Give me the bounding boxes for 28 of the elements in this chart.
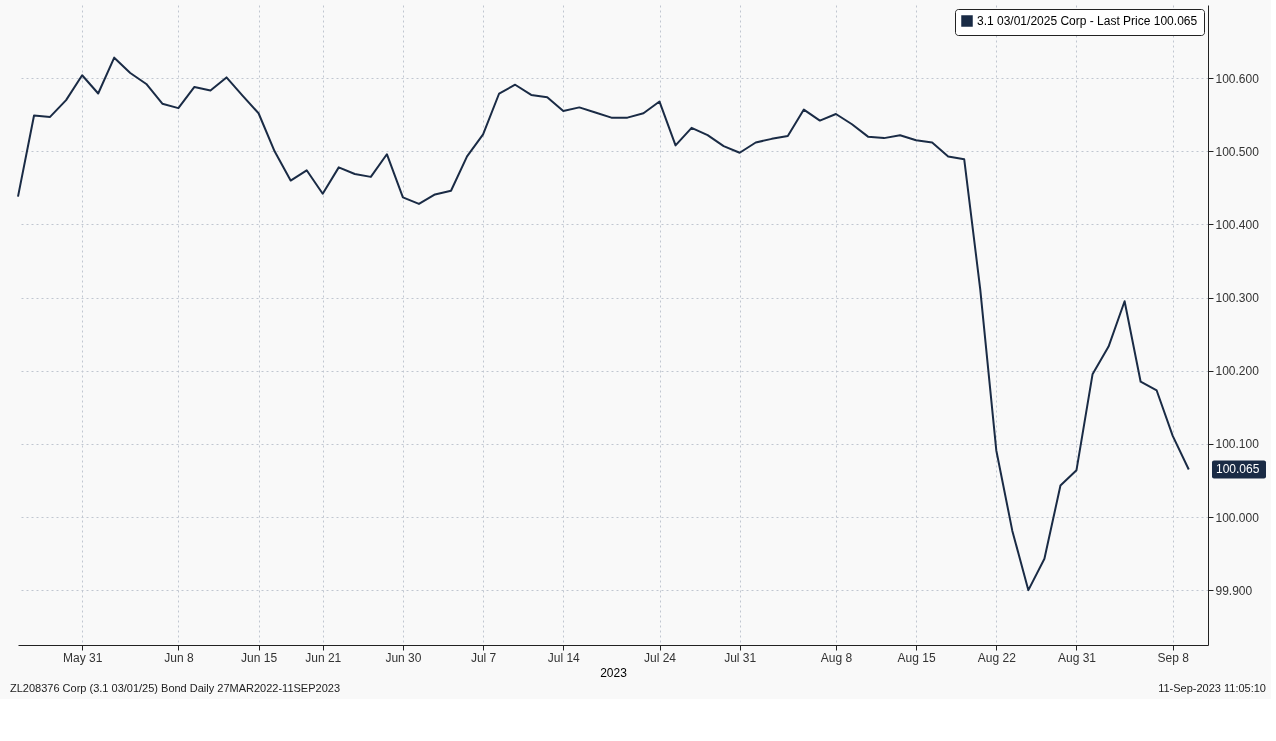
x-tick-label: Jun 21 bbox=[305, 650, 342, 665]
x-tick-label: Aug 22 bbox=[977, 650, 1017, 665]
y-tick-label: 100.300 bbox=[1215, 291, 1260, 306]
text: ZL208376 Corp (3.1 03/01/25) Bond Daily 27MAR2022-11SEP2023 bbox=[10, 682, 341, 694]
y-tick-label: 100.400 bbox=[1215, 217, 1260, 232]
x-tick-label: Jul 24 bbox=[643, 650, 677, 665]
y-tick-label: 100.600 bbox=[1215, 71, 1260, 86]
x-tick-label: May 31 bbox=[62, 650, 103, 665]
x-tick-label: Jul 31 bbox=[724, 650, 757, 665]
y-tick-label: 100.200 bbox=[1215, 364, 1260, 379]
line-series bbox=[17, 56, 1190, 592]
x-tick-label: Jun 30 bbox=[385, 650, 422, 665]
x-tick-label: Jul 14 bbox=[547, 650, 581, 665]
text: 11-Sep-2023 11:05:10 bbox=[1158, 682, 1266, 694]
legend-label: 3.1 03/01/2025 Corp - Last Price 100.065 bbox=[977, 14, 1198, 28]
x-axis-title: 2023 bbox=[600, 665, 628, 680]
x-tick-label: Aug 8 bbox=[820, 650, 853, 665]
x-tick-label: Jun 8 bbox=[164, 650, 194, 665]
y-tick-label: 99.900 bbox=[1215, 583, 1253, 598]
x-tick-label: Aug 31 bbox=[1057, 650, 1097, 665]
x-tick-label: Jul 7 bbox=[470, 650, 497, 665]
y-tick-label: 100.000 bbox=[1215, 510, 1260, 525]
y-tick-label: 100.500 bbox=[1215, 144, 1260, 159]
text: 100.065 bbox=[1216, 462, 1260, 477]
y-tick-label: 100.100 bbox=[1215, 437, 1260, 452]
x-tick-label: Sep 8 bbox=[1157, 650, 1190, 665]
x-tick-label: Jun 15 bbox=[241, 650, 278, 665]
x-tick-label: Aug 15 bbox=[897, 650, 936, 665]
